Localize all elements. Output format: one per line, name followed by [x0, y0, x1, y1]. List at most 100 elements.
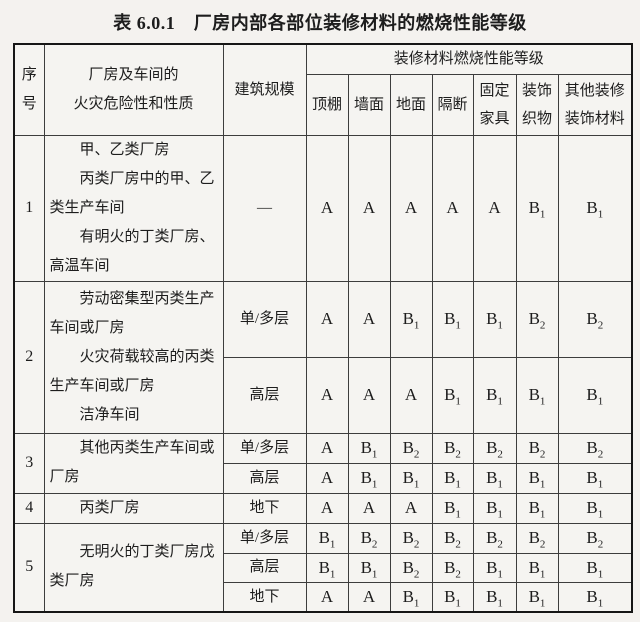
- table-row: 高层 A A A B1 B1 B1 B1: [14, 356, 633, 434]
- header-row-1: 序号 厂房及车间的 火灾危险性和性质 建筑规模 装修材料燃烧性能等级: [13, 43, 633, 136]
- rating-cell: B1: [557, 462, 633, 494]
- rating-cell: B2: [431, 432, 474, 464]
- rating-subscript: 1: [539, 597, 546, 610]
- table-title: 表 6.0.1 厂房内部各部位装修材料的燃烧性能等级: [113, 13, 527, 33]
- rating-subscript: 2: [597, 319, 604, 332]
- header-wall: 墙面: [347, 73, 391, 136]
- rating-subscript: 1: [497, 478, 503, 491]
- rating-cell: B1: [305, 522, 349, 554]
- rating-subscript: 1: [455, 597, 461, 610]
- rating-subscript: 1: [597, 597, 604, 610]
- rating-cell: B1: [472, 581, 517, 613]
- header-ceiling: 顶棚: [305, 73, 349, 136]
- rating-subscript: 1: [597, 208, 604, 221]
- row-description-cell: 劳动密集型丙类生产车间或厂房 火灾荷载较高的丙类生产车间或厂房 洁净车间: [43, 280, 224, 434]
- rating-subscript: 1: [329, 538, 336, 551]
- rating-cell: A: [305, 581, 349, 613]
- rating-subscript: 2: [455, 568, 461, 581]
- rating-cell: B1: [305, 552, 349, 583]
- rating-subscript: 1: [455, 319, 461, 332]
- header-building-scale: 建筑规模: [222, 43, 307, 136]
- description-paragraph: 洁净车间: [79, 406, 140, 423]
- rating-cell: B2: [515, 432, 559, 464]
- rating-cell: B2: [557, 432, 633, 464]
- rating-cell: B1: [347, 552, 391, 583]
- description-paragraph: 无明火的丁类厂房戊类厂房: [49, 544, 215, 590]
- rating-cell: A: [347, 134, 391, 282]
- rating-cell: B2: [431, 552, 474, 583]
- description-paragraph: 丙类厂房中的甲、乙类生产车间: [49, 170, 215, 216]
- header-ratings-group: 装修材料燃烧性能等级: [305, 43, 633, 75]
- header-decorative-fabric: 装饰织物: [515, 73, 559, 136]
- rating-cell: B1: [347, 432, 391, 464]
- rating-subscript: 1: [497, 319, 503, 332]
- rating-subscript: 2: [539, 448, 546, 461]
- rating-subscript: 1: [497, 395, 503, 408]
- table-row: 高层 A B1 B1 B1 B1 B1 B1: [14, 462, 633, 494]
- rating-cell: B1: [347, 462, 391, 494]
- building-scale-cell: —: [222, 134, 307, 282]
- row-description-cell: 丙类厂房: [43, 492, 224, 524]
- rating-cell: A: [347, 492, 391, 524]
- row-description-cell: 其他丙类生产车间或厂房: [43, 432, 224, 494]
- rating-cell: A: [305, 134, 349, 282]
- building-scale-cell: 高层: [222, 552, 307, 583]
- rating-subscript: 1: [455, 478, 461, 491]
- rating-cell: A: [305, 432, 349, 464]
- description-paragraph: 火灾荷载较高的丙类生产车间或厂房: [49, 348, 215, 394]
- rating-subscript: 1: [539, 568, 546, 581]
- rating-cell: B1: [472, 356, 517, 434]
- row-number-cell: 4: [13, 492, 45, 524]
- rating-subscript: 2: [497, 448, 503, 461]
- description-paragraph: 甲、乙类厂房: [79, 141, 170, 158]
- rating-cell: B1: [557, 492, 633, 524]
- description-paragraph: 有明火的丁类厂房、高温车间: [49, 228, 215, 274]
- rating-cell: B2: [515, 280, 559, 358]
- table-row: 3 其他丙类生产车间或厂房 单/多层 A B1 B2 B2 B2 B2 B2: [13, 432, 633, 494]
- rating-cell: B2: [557, 522, 633, 554]
- rating-subscript: 2: [539, 538, 546, 551]
- rating-subscript: 1: [597, 478, 604, 491]
- building-scale-cell: 高层: [222, 356, 307, 434]
- rating-cell: A: [431, 134, 474, 282]
- table-row: 1 甲、乙类厂房 丙类厂房中的甲、乙类生产车间 有明火的丁类厂房、高温车间 — A A A A A…: [13, 134, 633, 282]
- rating-cell: B1: [557, 581, 633, 613]
- fire-rating-table: 序号 厂房及车间的 火灾危险性和性质 建筑规模 装修材料燃烧性能等级 顶棚 墙面…: [13, 43, 634, 613]
- rating-subscript: 1: [371, 448, 378, 461]
- rating-cell: A: [305, 462, 349, 494]
- rating-subscript: 1: [597, 508, 604, 521]
- rating-cell: A: [305, 280, 349, 358]
- rating-cell: B1: [557, 134, 633, 282]
- rating-cell: B1: [431, 462, 474, 494]
- rating-subscript: 2: [413, 568, 420, 581]
- rating-cell: B1: [515, 134, 559, 282]
- building-scale-cell: 单/多层: [222, 522, 307, 554]
- rating-subscript: 2: [597, 448, 604, 461]
- table-row: 5 无明火的丁类厂房戊类厂房 单/多层 B1 B2 B2 B2 B2 B2 B2: [13, 522, 633, 613]
- rating-cell: B1: [472, 280, 517, 358]
- header-partition: 隔断: [431, 73, 474, 136]
- rating-cell: B2: [389, 552, 433, 583]
- row-number-cell: 2: [13, 280, 45, 434]
- rating-cell: A: [347, 581, 391, 613]
- table-row: 高层 B1 B1 B2 B2 B1 B1 B1: [14, 552, 633, 583]
- rating-subscript: 1: [413, 597, 420, 610]
- rating-cell: A: [305, 356, 349, 434]
- description-paragraph: 丙类厂房: [79, 499, 140, 516]
- rating-subscript: 1: [497, 568, 503, 581]
- building-scale-cell: 高层: [222, 462, 307, 494]
- rating-subscript: 2: [371, 538, 378, 551]
- rating-cell: B1: [472, 492, 517, 524]
- rating-cell: B1: [431, 581, 474, 613]
- rating-subscript: 1: [539, 478, 546, 491]
- rating-subscript: 2: [455, 448, 461, 461]
- table-row: 2 劳动密集型丙类生产车间或厂房 火灾荷载较高的丙类生产车间或厂房 洁净车间 单/多层 A…: [13, 280, 633, 434]
- building-scale-cell: 单/多层: [222, 432, 307, 464]
- rating-cell: B2: [389, 522, 433, 554]
- rating-cell: B1: [472, 462, 517, 494]
- rating-subscript: 1: [455, 508, 461, 521]
- rating-subscript: 1: [539, 508, 546, 521]
- rating-cell: B1: [431, 356, 474, 434]
- rating-cell: A: [347, 280, 391, 358]
- row-number-cell: 3: [13, 432, 45, 494]
